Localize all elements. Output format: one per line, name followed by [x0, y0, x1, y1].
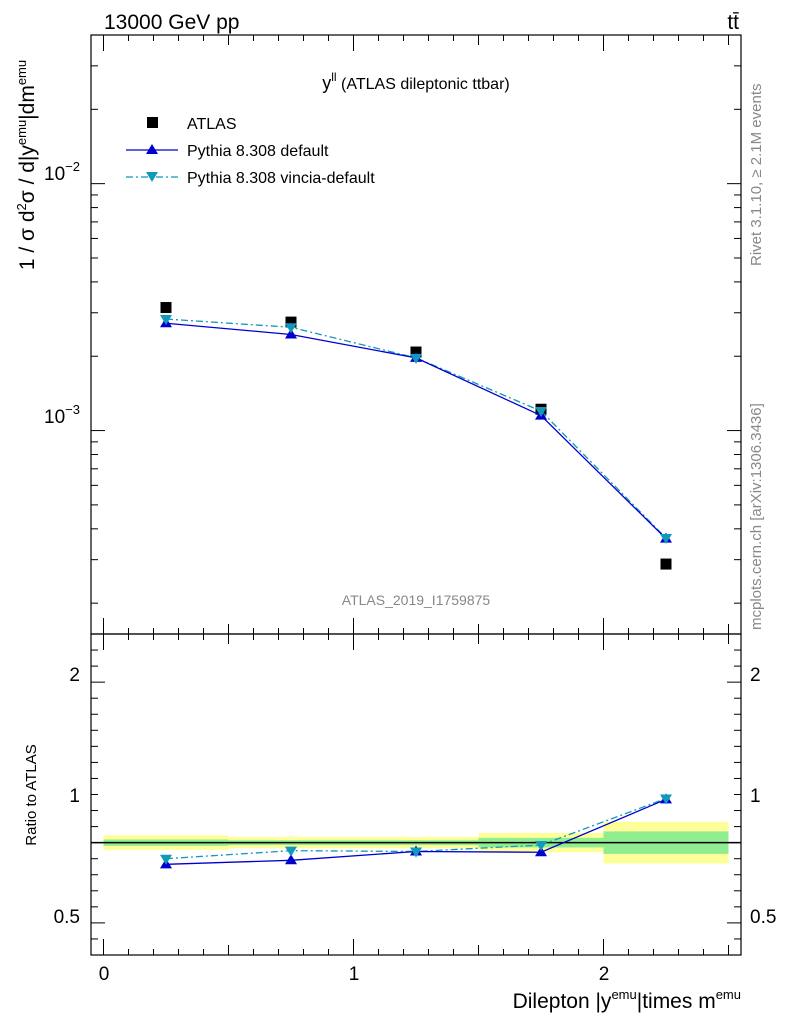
main-ytick-label-1e-3: 10−3 — [44, 402, 80, 428]
main-title: yll (ATLAS dileptonic ttbar) — [322, 70, 509, 93]
ratio-ytick-label-2: 2 — [69, 665, 80, 686]
rivet-label: Rivet 3.1.10, ≥ 2.1M events — [748, 84, 765, 267]
mcplots-label: mcplots.cern.ch [arXiv:1306.3436] — [748, 403, 765, 630]
legend-vincia-label: Pythia 8.308 vincia-default — [187, 170, 375, 187]
xlabel: Dilepton |yemu|times memu — [513, 987, 741, 1013]
main-title-rest: (ATLAS dileptonic ttbar) — [337, 76, 510, 93]
legend-atlas-label: ATLAS — [187, 116, 237, 133]
ratio-vincia-point — [535, 841, 547, 852]
ratio-vincia-point — [410, 847, 422, 858]
main-ylabel: 1 / σ d2σ / d|yemu|dmemu — [14, 60, 39, 270]
ratio-panel — [90, 633, 742, 956]
ratio-ytick-label-right-2: 2 — [750, 665, 761, 686]
vincia-point — [160, 315, 172, 326]
ratio-ytick-label-right-1: 1 — [750, 786, 761, 807]
legend-vincia-marker — [146, 172, 158, 182]
energy-label: 13000 GeV pp — [104, 11, 239, 34]
main-ytick-label-1e-2: 10−2 — [44, 159, 80, 185]
vincia-point — [660, 534, 672, 545]
default-point — [285, 328, 297, 339]
legend-atlas-marker — [147, 117, 158, 128]
ratio-ytick-label-right-0.5: 0.5 — [750, 907, 776, 928]
legend-default-marker — [146, 144, 158, 154]
vincia-point — [535, 407, 547, 418]
legend: ATLAS Pythia 8.308 default Pythia 8.308 … — [126, 116, 375, 187]
ratio-default-point — [535, 846, 547, 857]
ratio-ytick-label-0.5: 0.5 — [54, 907, 80, 928]
ratio-vincia-point — [285, 846, 297, 857]
vincia-point — [410, 353, 422, 364]
legend-default-label: Pythia 8.308 default — [187, 143, 329, 160]
ratio-ylabel: Ratio to ATLAS — [23, 744, 40, 845]
xtick-label-1: 1 — [349, 964, 360, 985]
atlas-point — [285, 316, 297, 328]
ratio-vincia-point — [160, 854, 172, 865]
ratio-vincia-point — [660, 794, 672, 805]
atlas-point — [660, 558, 672, 570]
xtick-label-2: 2 — [599, 964, 610, 985]
main-title-main: y — [322, 73, 331, 93]
ratio-ytick-label-1: 1 — [69, 786, 80, 807]
process-label: tt̄ — [727, 11, 739, 34]
xtick-label-0: 0 — [99, 964, 110, 985]
ratio-default-point — [285, 854, 297, 865]
main-title-sup: ll — [331, 70, 336, 84]
ratio-frame — [90, 633, 742, 956]
analysis-watermark: ATLAS_2019_I1759875 — [342, 592, 491, 608]
atlas-point — [160, 302, 172, 314]
vincia-point — [285, 323, 297, 334]
